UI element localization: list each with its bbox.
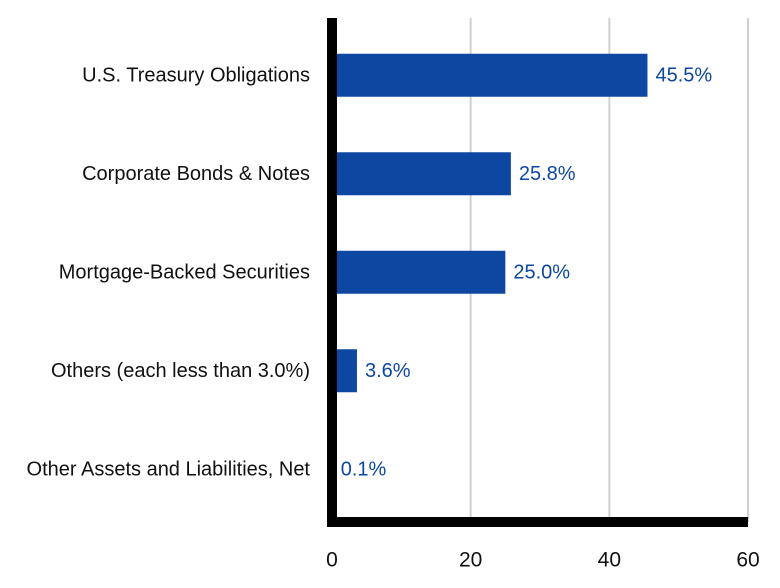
value-label-3: 3.6% [365,360,411,382]
value-label-0: 45.5% [655,64,712,86]
value-labels: 45.5% 25.8% 25.0% 3.6% 0.1% [341,64,713,480]
value-label-4: 0.1% [341,458,387,480]
x-tick-label-40: 40 [598,549,621,572]
category-label-4: Other Assets and Liabilities, Net [27,458,311,480]
category-labels: U.S. Treasury Obligations Corporate Bonds… [27,64,311,480]
category-label-3: Others (each less than 3.0%) [51,360,310,382]
x-tick-labels: 0 20 40 60 [326,549,760,572]
bar-0 [332,53,648,97]
bar-1 [332,152,511,196]
x-tick-label-20: 20 [459,549,482,572]
x-tick-label-60: 60 [736,549,759,572]
value-label-2: 25.0% [513,261,570,283]
bars [332,53,648,491]
value-label-1: 25.8% [519,163,576,185]
category-label-1: Corporate Bonds & Notes [82,163,310,185]
axes [327,18,748,527]
category-label-0: U.S. Treasury Obligations [82,64,310,86]
category-label-2: Mortgage-Backed Securities [59,261,310,283]
x-tick-label-0: 0 [326,549,338,572]
bar-2 [332,250,506,294]
